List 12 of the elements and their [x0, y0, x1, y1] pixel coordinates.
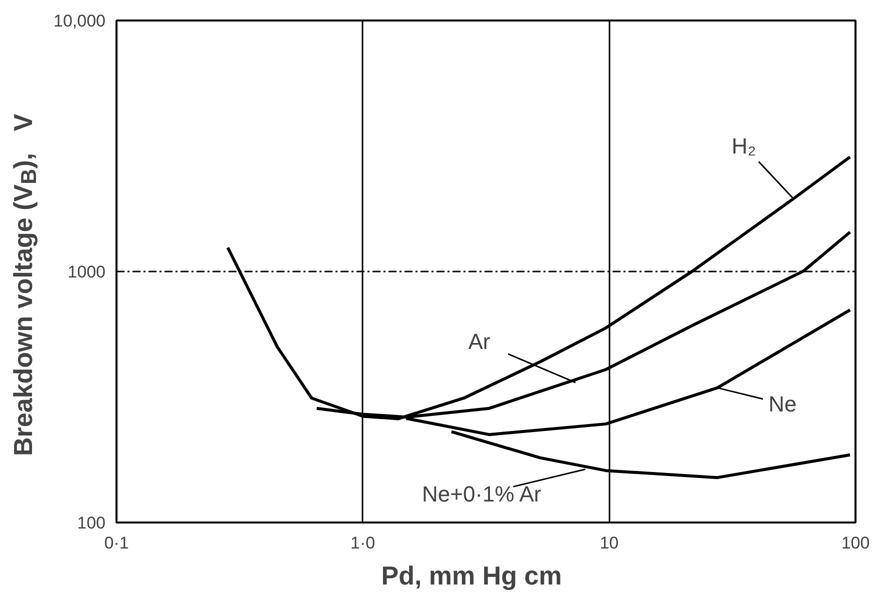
x-axis-title: Pd, mm Hg cm	[381, 560, 562, 590]
annotation: Ne	[768, 391, 797, 416]
y-tick-label: 100	[77, 514, 106, 532]
x-tick-label: 100	[841, 534, 870, 552]
annotation: Ar	[468, 329, 490, 354]
x-tick-label: 1·0	[350, 534, 376, 552]
annotation: Ne+0·1% Ar	[422, 482, 542, 507]
y-tick-label: 10,000	[54, 12, 106, 30]
x-tick-label: 10	[600, 534, 619, 552]
annotation: H₂	[732, 133, 756, 158]
x-tick-label: 0·1	[104, 534, 129, 552]
y-tick-label: 1000	[68, 262, 106, 282]
